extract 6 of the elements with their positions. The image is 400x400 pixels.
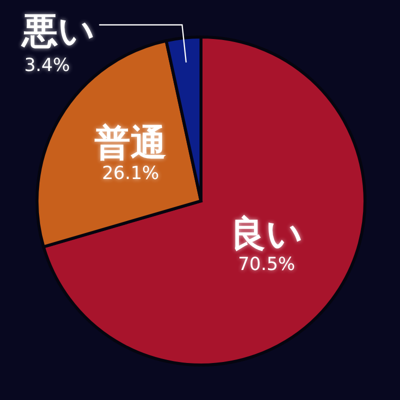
data-label: 26.1% xyxy=(102,163,160,184)
data-label: 70.5% xyxy=(238,254,296,276)
slice-label: 普通 xyxy=(94,123,167,164)
data-label: 3.4% xyxy=(24,54,70,76)
slice-label: 悪い xyxy=(20,10,96,52)
slice-label: 良い xyxy=(230,214,304,256)
